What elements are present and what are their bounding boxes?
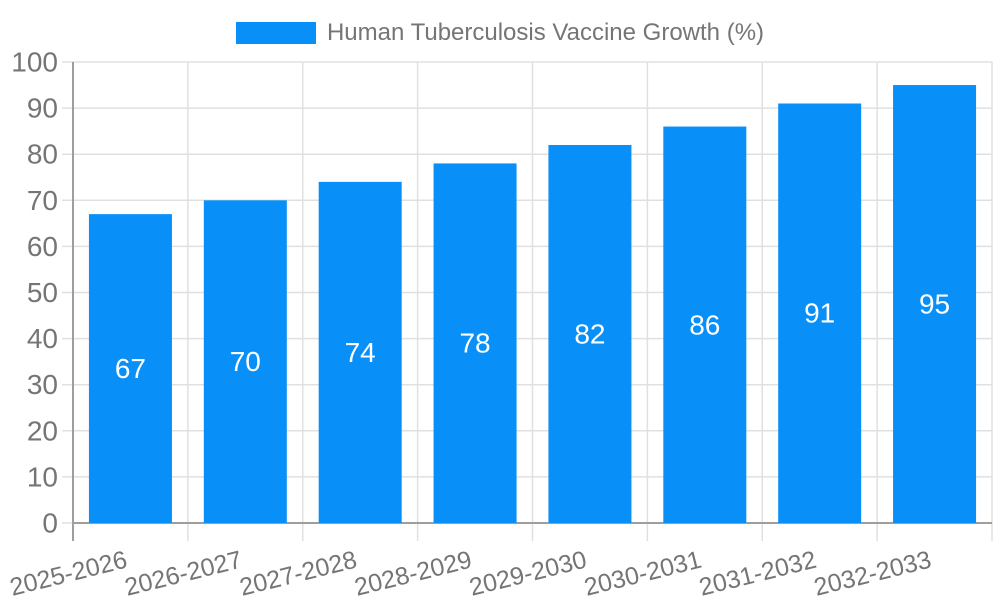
legend-swatch[interactable] bbox=[235, 22, 316, 44]
bar-value-label: 86 bbox=[689, 309, 720, 340]
bar-value-label: 95 bbox=[919, 289, 950, 320]
bar-value-label: 82 bbox=[574, 318, 605, 349]
bar-2026-2027[interactable] bbox=[203, 200, 287, 524]
bar-value-label: 74 bbox=[345, 337, 376, 368]
x-tick-label: 2032-2033 bbox=[811, 546, 934, 600]
y-tick-label: 40 bbox=[27, 323, 58, 354]
y-tick-label: 90 bbox=[27, 93, 58, 124]
bar-value-label: 67 bbox=[115, 353, 146, 384]
y-tick-label: 30 bbox=[27, 369, 58, 400]
x-tick-label: 2030-2031 bbox=[581, 546, 704, 600]
bar-2029-2030[interactable] bbox=[548, 144, 632, 524]
bar-2025-2026[interactable] bbox=[88, 214, 172, 523]
x-tick-label: 2028-2029 bbox=[352, 546, 475, 600]
y-tick-label: 10 bbox=[27, 461, 58, 492]
y-tick-label: 70 bbox=[27, 185, 58, 216]
x-tick-label: 2031-2032 bbox=[696, 546, 819, 600]
bar-2028-2029[interactable] bbox=[433, 163, 517, 524]
bar-value-label: 78 bbox=[459, 328, 490, 359]
y-tick-label: 0 bbox=[42, 508, 58, 539]
chart-legend[interactable]: Human Tuberculosis Vaccine Growth (%) bbox=[0, 21, 1000, 45]
bar-2032-2033[interactable] bbox=[893, 85, 977, 524]
bar-value-label: 70 bbox=[230, 346, 261, 377]
y-tick-label: 20 bbox=[27, 415, 58, 446]
y-tick-label: 50 bbox=[27, 277, 58, 308]
x-tick-label: 2026-2027 bbox=[122, 546, 245, 600]
bar-value-label: 91 bbox=[804, 298, 835, 329]
x-tick-label: 2025-2026 bbox=[7, 546, 130, 600]
x-tick-label: 2029-2030 bbox=[467, 546, 590, 600]
bar-2030-2031[interactable] bbox=[663, 126, 747, 523]
bar-2027-2028[interactable] bbox=[318, 181, 402, 524]
y-tick-label: 60 bbox=[27, 231, 58, 262]
x-tick-label: 2027-2028 bbox=[237, 546, 360, 600]
legend-label[interactable]: Human Tuberculosis Vaccine Growth (%) bbox=[326, 19, 765, 46]
bar-2031-2032[interactable] bbox=[778, 103, 862, 524]
y-tick-label: 80 bbox=[27, 139, 58, 170]
y-tick-label: 100 bbox=[11, 47, 58, 78]
